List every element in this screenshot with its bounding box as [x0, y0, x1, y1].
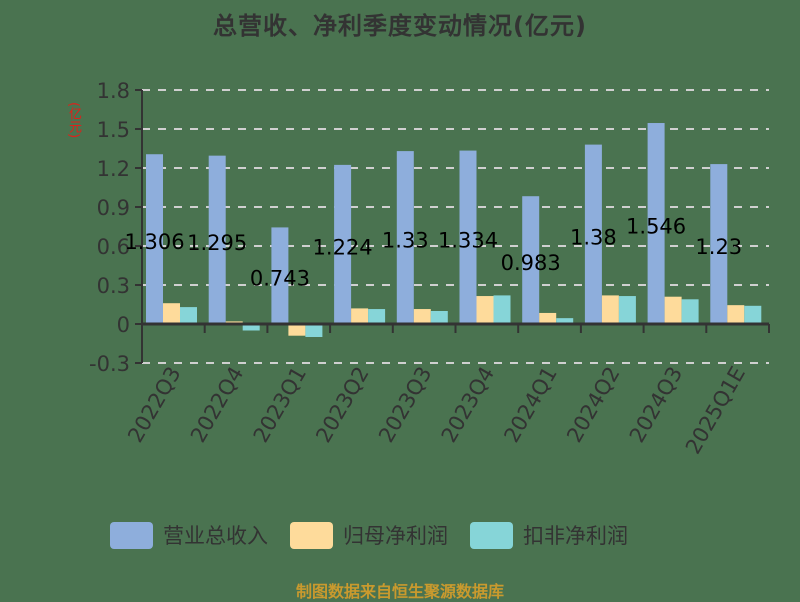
bar[interactable] — [208, 155, 226, 324]
bar[interactable] — [396, 151, 414, 324]
bar[interactable] — [584, 144, 602, 324]
y-tick-label: 0.9 — [97, 196, 130, 220]
bar[interactable] — [681, 299, 699, 324]
bar[interactable] — [744, 305, 762, 324]
x-tick-label: 2022Q4 — [186, 363, 248, 447]
bar[interactable] — [271, 227, 289, 324]
y-tick-label: 1.5 — [97, 118, 130, 142]
x-tick-label: 2023Q4 — [437, 362, 499, 446]
legend-label: 营业总收入 — [163, 524, 268, 548]
legend-item-revenue[interactable]: 营业总收入 — [110, 520, 268, 550]
y-tick-label: 1.8 — [97, 79, 130, 103]
bar[interactable] — [351, 308, 369, 324]
data-label: 1.224 — [313, 235, 373, 259]
y-axis-unit-label: (亿元) — [66, 101, 81, 139]
legend-swatch-deducted-net-profit — [470, 521, 513, 549]
y-tick-label: 1.2 — [97, 157, 130, 181]
bar[interactable] — [288, 324, 306, 336]
legend-label: 扣非净利润 — [523, 524, 628, 548]
bar[interactable] — [146, 154, 163, 324]
source-footer: 制图数据来自恒生聚源数据库 — [295, 582, 504, 601]
data-label: 0.743 — [250, 267, 310, 291]
x-tick-label: 2023Q1 — [249, 363, 311, 447]
x-tick-label: 2023Q3 — [374, 363, 436, 447]
bar[interactable] — [180, 307, 197, 324]
bar[interactable] — [710, 164, 728, 324]
legend-item-deducted-net-profit[interactable]: 扣非净利润 — [470, 520, 628, 550]
bar[interactable] — [618, 296, 636, 324]
x-tick-label: 2023Q2 — [311, 363, 373, 447]
bar[interactable] — [334, 164, 352, 324]
bar[interactable] — [601, 295, 619, 324]
bar[interactable] — [727, 305, 745, 324]
bar[interactable] — [430, 311, 448, 324]
data-label: 1.295 — [187, 231, 247, 255]
data-label: 1.38 — [570, 225, 617, 249]
bar[interactable] — [664, 296, 682, 324]
bar[interactable] — [493, 295, 511, 324]
bar[interactable] — [476, 296, 494, 324]
x-tick-label: 2025Q1E — [681, 363, 750, 459]
x-tick-label: 2024Q2 — [562, 363, 624, 447]
bar[interactable] — [539, 312, 557, 324]
y-tick-label: 0.6 — [97, 235, 130, 259]
bar[interactable] — [522, 196, 540, 324]
x-tick-label: 2024Q1 — [499, 363, 561, 447]
data-label: 0.983 — [501, 251, 561, 275]
bar[interactable] — [556, 318, 574, 324]
y-tick-label: 0 — [117, 313, 130, 337]
bar[interactable] — [459, 150, 477, 324]
data-label: 1.23 — [695, 235, 742, 259]
legend-label: 归母净利润 — [343, 524, 448, 548]
bar[interactable] — [163, 303, 180, 324]
x-tick-label: 2022Q3 — [123, 363, 185, 447]
data-label: 1.306 — [124, 230, 184, 254]
bar[interactable] — [242, 324, 260, 331]
bar[interactable] — [305, 324, 323, 337]
bar[interactable] — [647, 123, 665, 325]
bar[interactable] — [368, 309, 386, 324]
legend: 营业总收入 归母净利润 扣非净利润 — [110, 520, 650, 550]
chart-title: 总营收、净利季度变动情况(亿元) — [213, 12, 587, 40]
data-label: 1.33 — [382, 229, 429, 253]
y-tick-label: 0.3 — [97, 274, 130, 298]
data-label: 1.546 — [626, 215, 686, 239]
legend-item-net-profit[interactable]: 归母净利润 — [290, 520, 448, 550]
bar[interactable] — [413, 309, 431, 324]
legend-swatch-revenue — [110, 521, 153, 549]
x-tick-label: 2024Q3 — [625, 363, 687, 447]
y-tick-label: -0.3 — [89, 352, 130, 376]
data-label: 1.334 — [438, 228, 498, 252]
legend-swatch-net-profit — [290, 521, 333, 549]
